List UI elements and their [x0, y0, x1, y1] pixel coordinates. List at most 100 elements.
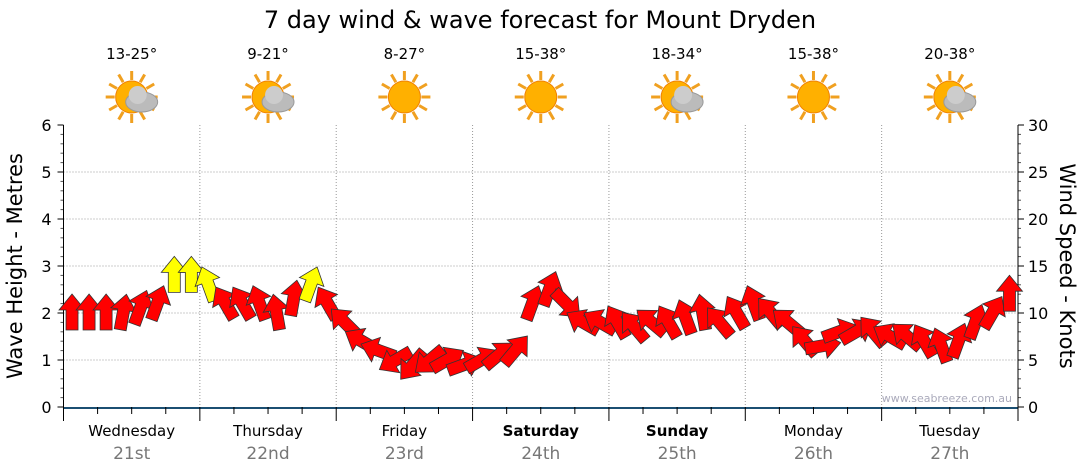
- y2-tick-label: 5: [1028, 351, 1038, 370]
- sun-ray: [418, 104, 428, 112]
- day-temp: 9-21°: [247, 45, 289, 63]
- chart-title: 7 day wind & wave forecast for Mount Dry…: [264, 6, 816, 34]
- wind-arrow: [298, 266, 325, 304]
- sun-ray: [827, 82, 837, 90]
- cloud-puff: [128, 86, 147, 104]
- wind-arrow-shape: [378, 345, 415, 374]
- sun-ray: [653, 82, 664, 90]
- y-tick-label: 4: [41, 210, 51, 229]
- wind-arrow: [75, 293, 103, 331]
- partly-cloudy-icon: [242, 71, 295, 123]
- sun-ray: [517, 82, 527, 90]
- wind-arrow: [723, 295, 752, 332]
- sun-ray: [957, 110, 965, 121]
- y-tick-label: 3: [41, 257, 51, 276]
- sun-ray: [653, 104, 664, 112]
- day-name: Tuesday: [918, 422, 980, 440]
- day-date: 25th: [658, 444, 697, 464]
- partly-cloudy-icon: [105, 71, 159, 123]
- sun-icon: [514, 71, 567, 123]
- sun-ray: [963, 82, 974, 90]
- sun-ray: [957, 73, 965, 84]
- wind-arrow: [995, 274, 1024, 312]
- sun-ray: [244, 82, 255, 90]
- sun-icon: [787, 71, 840, 123]
- day-name: Saturday: [503, 422, 580, 440]
- wind-arrow: [160, 255, 189, 293]
- wind-arrow-shape: [160, 255, 189, 293]
- wind-arrow: [378, 345, 415, 374]
- wind-arrow-shape: [75, 293, 103, 331]
- sun-ray: [926, 104, 936, 112]
- wind-arrow-shape: [636, 309, 669, 339]
- day-name: Thursday: [232, 422, 303, 440]
- sun-ray: [554, 104, 565, 112]
- sun-ray: [820, 110, 828, 121]
- sun-ray: [411, 110, 419, 121]
- sun-ray: [935, 73, 943, 84]
- sun-ray: [390, 73, 398, 84]
- wind-arrow: [978, 295, 1006, 332]
- day-date: 24th: [521, 444, 560, 464]
- wind-arrow-shape: [892, 323, 925, 353]
- sun-ray: [662, 110, 670, 121]
- sun-ray: [282, 82, 292, 90]
- wind-arrow-shape: [499, 335, 528, 369]
- wind-arrow: [636, 309, 669, 339]
- wind-arrow: [892, 323, 925, 353]
- y2-tick-label: 20: [1028, 210, 1048, 229]
- y-axis-label: Wave Height - Metres: [3, 153, 27, 379]
- sun-ray: [517, 104, 527, 112]
- day-name: Wednesday: [88, 422, 175, 440]
- wind-arrow: [58, 293, 86, 331]
- y2-tick-label: 30: [1028, 116, 1048, 135]
- sun-ray: [381, 82, 391, 90]
- partly-cloudy-icon: [923, 71, 977, 123]
- y2-tick-label: 10: [1028, 304, 1048, 323]
- wind-arrow: [549, 286, 581, 318]
- sun-ray: [244, 104, 255, 112]
- sun-ray: [275, 110, 283, 121]
- sun-ray: [799, 73, 807, 84]
- day-date: 23rd: [385, 444, 424, 464]
- wind-arrow-shape: [298, 266, 325, 304]
- sun-ray: [554, 82, 565, 90]
- wind-arrow-shape: [245, 285, 272, 323]
- sun-ray: [138, 110, 146, 121]
- sun-disc: [524, 80, 558, 114]
- sun-ray: [820, 73, 828, 84]
- sun-disc: [796, 80, 830, 114]
- wind-arrow: [145, 285, 172, 323]
- sun-ray: [275, 73, 283, 84]
- day-name: Friday: [382, 422, 428, 440]
- sun-ray: [253, 73, 261, 84]
- sun-icon: [378, 71, 431, 123]
- wind-arrow: [245, 285, 272, 323]
- sun-ray: [418, 82, 428, 90]
- wind-arrow: [499, 335, 528, 369]
- day-temp: 8-27°: [384, 45, 426, 63]
- day-name: Sunday: [646, 422, 709, 440]
- wind-arrow-shape: [145, 285, 172, 323]
- sun-ray: [790, 104, 800, 112]
- sun-ray: [117, 110, 125, 121]
- sun-disc: [387, 80, 421, 114]
- sun-ray: [117, 73, 125, 84]
- sun-ray: [390, 110, 398, 121]
- sun-ray: [253, 110, 261, 121]
- day-temp: 13-25°: [106, 45, 157, 63]
- wind-arrow-shape: [723, 295, 752, 332]
- sun-ray: [108, 104, 118, 112]
- y2-tick-label: 0: [1028, 398, 1038, 417]
- day-temp: 15-38°: [788, 45, 839, 63]
- sun-ray: [935, 110, 943, 121]
- wind-arrow-shape: [978, 295, 1006, 332]
- sun-ray: [790, 82, 800, 90]
- y-tick-label: 1: [41, 351, 51, 370]
- day-name: Monday: [784, 422, 843, 440]
- sun-ray: [827, 104, 837, 112]
- sun-ray: [381, 104, 391, 112]
- day-date: 22nd: [246, 444, 289, 464]
- wind-arrow-shape: [58, 293, 86, 331]
